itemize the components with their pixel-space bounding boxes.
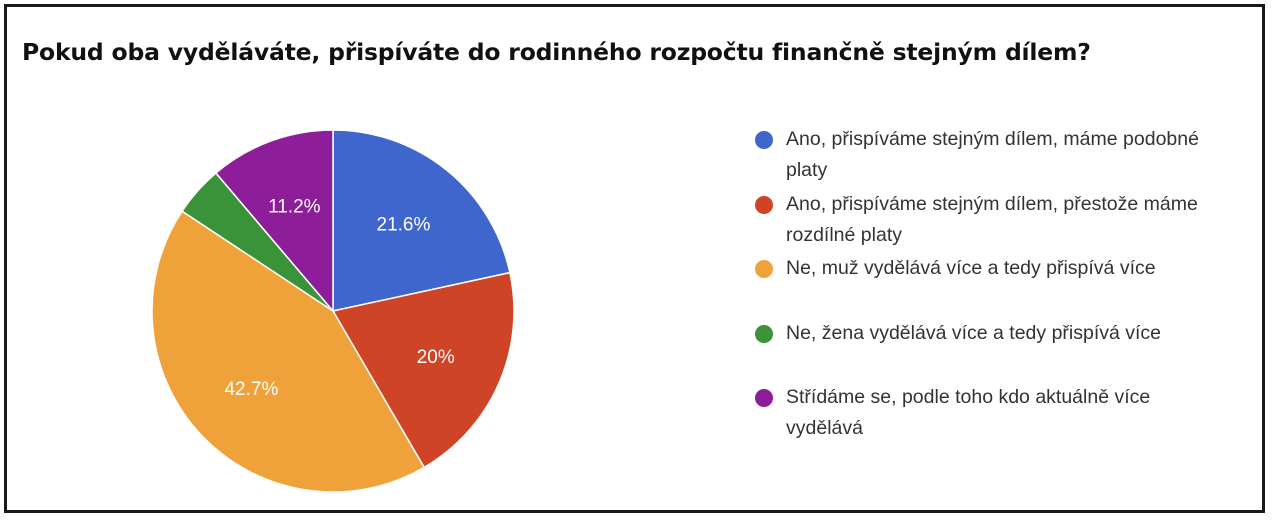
slice-equal-similar <box>332 129 511 312</box>
slice-data-label: 11.2% <box>268 197 321 218</box>
slice-equal-different <box>331 271 515 469</box>
legend-label: Střídáme se, podle toho kdo aktuálně víc… <box>786 386 1151 439</box>
legend-label: Ne, muž vydělává více a tedy přispívá ví… <box>786 257 1156 279</box>
legend-label: Ano, přispíváme stejným dílem, přestože … <box>786 192 1198 246</box>
legend-label: Ne, žena vydělává více a tedy přispívá v… <box>786 321 1162 344</box>
chart-title: Pokud oba vyděláváte, přispíváte do rodi… <box>22 38 1091 66</box>
legend-label: Ano, přispíváme stejným dílem, máme podo… <box>786 128 1199 181</box>
legend-swatch-red <box>755 195 773 214</box>
legend-item-alternate: Střídáme se, podle toho kdo aktuálně víc… <box>752 382 1222 447</box>
legend-item-equal-different: Ano, přispíváme stejným dílem, přestože … <box>752 189 1222 254</box>
slice-data-label: 20% <box>417 347 455 368</box>
slice-man-earns-more <box>151 210 426 493</box>
legend-item-woman-earns-more: Ne, žena vydělává více a tedy přispívá v… <box>752 318 1222 383</box>
chart-legend: Ano, přispíváme stejným dílem, máme podo… <box>752 124 1222 447</box>
legend-swatch-green <box>755 324 773 343</box>
slice-alternate <box>214 129 334 314</box>
legend-item-equal-similar: Ano, přispíváme stejným dílem, máme podo… <box>752 124 1222 189</box>
slice-data-label: 21.6% <box>377 215 431 236</box>
legend-swatch-orange <box>755 260 773 278</box>
slice-data-label: 42.7% <box>224 379 278 400</box>
legend-swatch-blue <box>755 131 773 149</box>
legend-swatch-purple <box>755 389 773 407</box>
legend-item-man-earns-more: Ne, muž vydělává více a tedy přispívá ví… <box>752 253 1222 318</box>
